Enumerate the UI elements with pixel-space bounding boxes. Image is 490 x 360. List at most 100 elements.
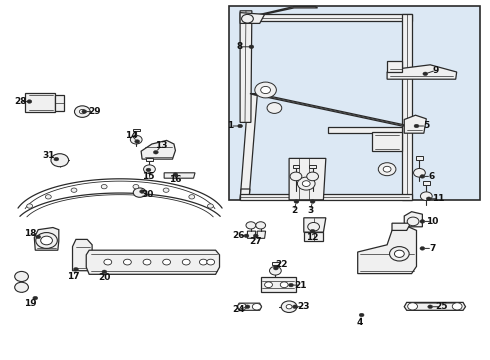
Polygon shape bbox=[257, 231, 266, 238]
Circle shape bbox=[74, 267, 78, 271]
Circle shape bbox=[290, 172, 302, 181]
Circle shape bbox=[253, 234, 258, 238]
Circle shape bbox=[408, 303, 417, 310]
Circle shape bbox=[245, 305, 250, 309]
Circle shape bbox=[420, 220, 425, 223]
Polygon shape bbox=[404, 302, 466, 310]
Polygon shape bbox=[304, 218, 326, 232]
Polygon shape bbox=[404, 212, 422, 227]
Text: 27: 27 bbox=[249, 238, 262, 246]
Text: 26: 26 bbox=[232, 231, 245, 240]
Text: 19: 19 bbox=[24, 299, 37, 307]
Circle shape bbox=[51, 154, 69, 167]
Text: 1: 1 bbox=[227, 122, 233, 130]
Text: 9: 9 bbox=[433, 66, 440, 75]
Circle shape bbox=[252, 303, 261, 310]
Circle shape bbox=[133, 188, 146, 197]
Bar bbox=[309, 165, 316, 168]
Circle shape bbox=[310, 229, 315, 233]
Polygon shape bbox=[358, 226, 416, 274]
Polygon shape bbox=[141, 140, 175, 159]
Polygon shape bbox=[240, 194, 412, 200]
Circle shape bbox=[46, 195, 51, 199]
Circle shape bbox=[207, 204, 213, 208]
Bar bbox=[416, 156, 423, 160]
Bar bbox=[55, 95, 64, 111]
Polygon shape bbox=[73, 239, 92, 271]
Circle shape bbox=[27, 100, 32, 103]
Polygon shape bbox=[251, 6, 318, 16]
Circle shape bbox=[54, 157, 59, 161]
Circle shape bbox=[420, 175, 425, 178]
Polygon shape bbox=[250, 94, 410, 126]
Circle shape bbox=[452, 303, 462, 310]
Text: 11: 11 bbox=[432, 194, 445, 203]
Circle shape bbox=[153, 150, 158, 154]
Polygon shape bbox=[402, 14, 412, 200]
Text: 13: 13 bbox=[155, 140, 168, 150]
Polygon shape bbox=[237, 303, 262, 310]
Circle shape bbox=[82, 110, 87, 113]
Circle shape bbox=[238, 124, 243, 128]
Circle shape bbox=[281, 301, 297, 312]
Circle shape bbox=[420, 192, 432, 201]
Circle shape bbox=[265, 282, 272, 288]
Text: 30: 30 bbox=[142, 190, 154, 199]
Circle shape bbox=[173, 173, 178, 176]
Bar bbox=[24, 93, 55, 112]
Text: 7: 7 bbox=[429, 244, 436, 253]
Circle shape bbox=[426, 197, 431, 201]
Text: 25: 25 bbox=[435, 302, 447, 311]
Circle shape bbox=[302, 181, 310, 186]
Polygon shape bbox=[240, 189, 250, 200]
Text: 20: 20 bbox=[98, 274, 111, 282]
Circle shape bbox=[293, 305, 297, 309]
Circle shape bbox=[133, 185, 139, 189]
Circle shape bbox=[27, 204, 33, 208]
Polygon shape bbox=[404, 115, 426, 133]
Text: 16: 16 bbox=[169, 175, 182, 184]
Circle shape bbox=[383, 166, 391, 172]
Circle shape bbox=[359, 313, 364, 317]
Circle shape bbox=[390, 247, 409, 261]
Polygon shape bbox=[392, 223, 411, 230]
Circle shape bbox=[104, 259, 112, 265]
Circle shape bbox=[41, 236, 52, 245]
Text: 18: 18 bbox=[24, 229, 37, 238]
Text: 22: 22 bbox=[275, 260, 288, 269]
Bar bbox=[261, 277, 296, 292]
Circle shape bbox=[146, 168, 151, 172]
Circle shape bbox=[428, 305, 433, 309]
Circle shape bbox=[255, 82, 276, 98]
Circle shape bbox=[423, 72, 428, 76]
Circle shape bbox=[261, 86, 270, 94]
Bar bbox=[146, 158, 153, 161]
Circle shape bbox=[420, 247, 425, 250]
Circle shape bbox=[36, 235, 41, 239]
Polygon shape bbox=[240, 94, 257, 200]
Circle shape bbox=[163, 188, 169, 192]
Circle shape bbox=[308, 222, 319, 231]
Text: 4: 4 bbox=[357, 318, 364, 327]
Circle shape bbox=[189, 195, 195, 199]
Bar bbox=[423, 181, 430, 185]
Text: 2: 2 bbox=[291, 206, 297, 215]
Bar bbox=[272, 262, 279, 265]
Circle shape bbox=[33, 296, 38, 300]
Polygon shape bbox=[240, 14, 412, 21]
Polygon shape bbox=[289, 158, 326, 200]
Circle shape bbox=[143, 259, 151, 265]
Circle shape bbox=[394, 250, 404, 257]
Text: 24: 24 bbox=[232, 305, 245, 314]
Polygon shape bbox=[328, 127, 402, 133]
Bar bbox=[293, 165, 299, 168]
Circle shape bbox=[378, 163, 396, 176]
Text: 21: 21 bbox=[294, 281, 307, 289]
Circle shape bbox=[289, 283, 294, 287]
Circle shape bbox=[199, 259, 207, 265]
Polygon shape bbox=[247, 231, 256, 238]
Text: 29: 29 bbox=[88, 107, 100, 116]
Polygon shape bbox=[387, 65, 457, 79]
Circle shape bbox=[123, 259, 131, 265]
Text: 5: 5 bbox=[423, 122, 429, 130]
